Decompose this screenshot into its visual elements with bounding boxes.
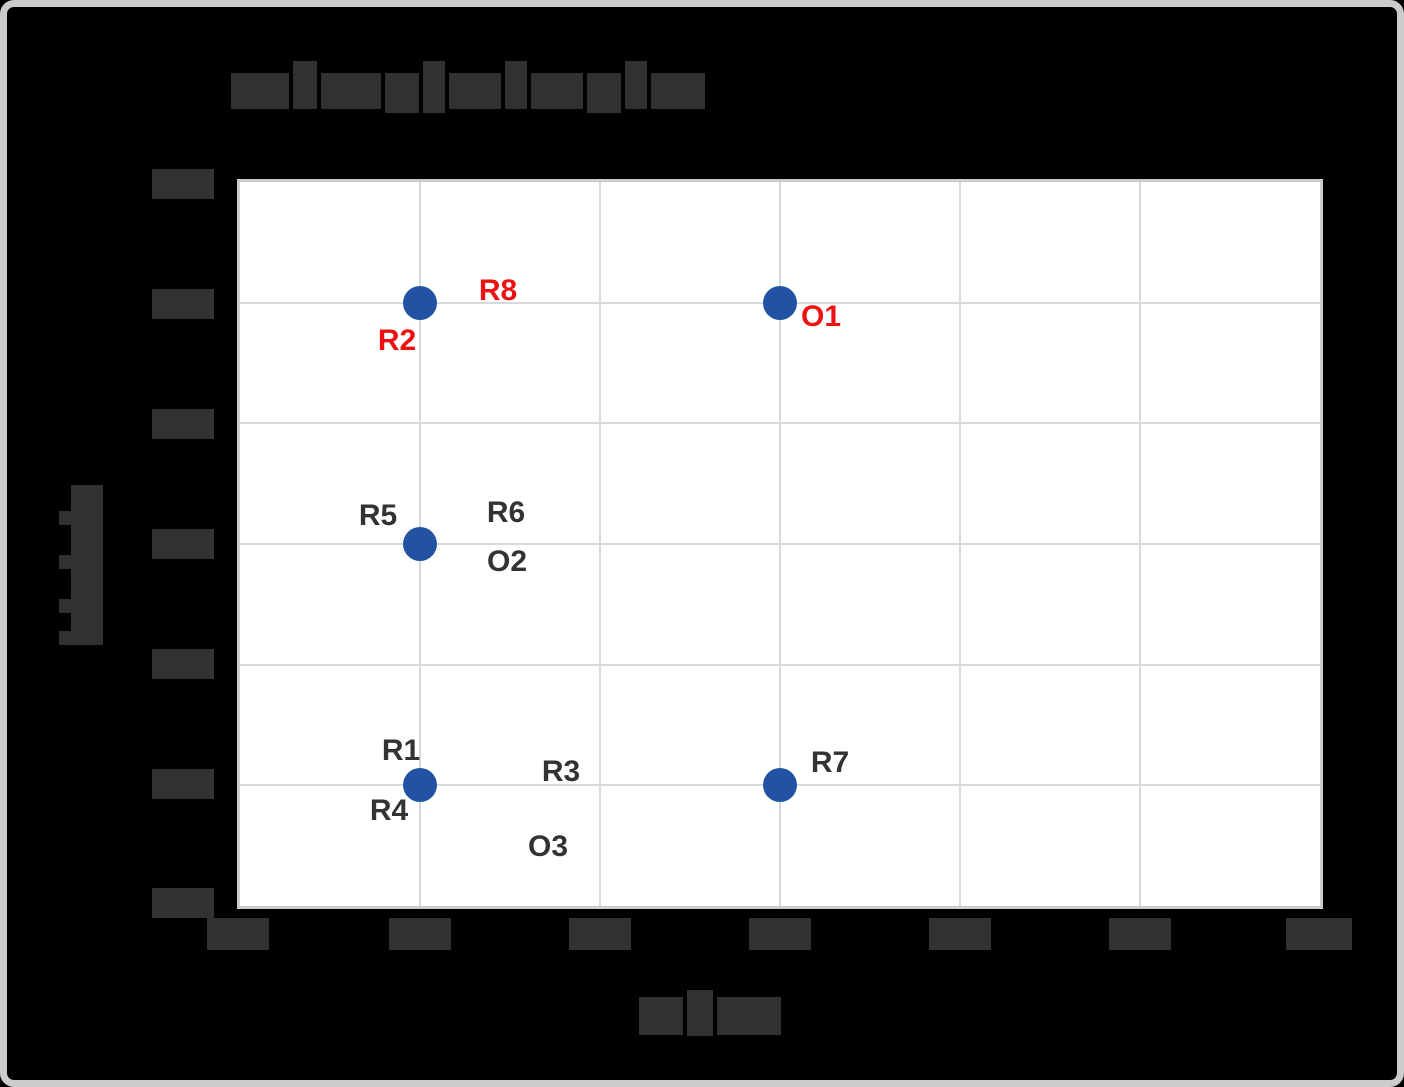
redacted-title-block [423,61,445,113]
data-point-dot [763,768,797,803]
redacted-title-block [231,73,289,109]
redacted-y-tick-label [152,409,214,439]
redacted-y-tick-label [152,529,214,559]
redacted-y-tick-label [152,769,214,799]
data-point-dot [403,527,437,561]
redacted-y-axis-title-block [59,631,73,645]
point-label: O3 [527,830,569,863]
redacted-y-tick-label [152,169,214,199]
point-label: R7 [810,746,850,779]
redacted-title-block [385,73,419,113]
redacted-y-tick-label [152,289,214,319]
redacted-x-tick-label [749,918,811,950]
data-point-dot [403,768,437,803]
horizontal-gridline [240,663,1320,666]
horizontal-gridline [240,543,1320,545]
redacted-title-block [651,73,705,109]
redacted-x-axis-title-block [687,990,713,1036]
redacted-x-tick-label [1109,918,1171,950]
redacted-title-block [449,73,501,109]
redacted-x-tick-label [389,918,451,950]
redacted-x-axis-title-block [639,997,683,1035]
point-label: R2 [377,324,417,357]
redacted-y-axis-title-block [59,555,73,569]
redacted-title-block [321,73,381,109]
point-label: R8 [478,274,518,307]
redacted-y-axis-title-block [71,485,103,645]
redacted-title-block [531,73,583,109]
point-label: R3 [541,755,581,788]
redacted-title-block [505,61,527,109]
redacted-title-block [625,61,647,109]
point-label: R5 [358,499,398,532]
redacted-title-block [293,61,317,109]
data-point-dot [403,285,437,320]
point-label: R6 [486,496,526,529]
point-label: R4 [369,794,409,827]
point-label: R1 [381,734,421,767]
redacted-x-tick-label [569,918,631,950]
data-point-dot [763,285,797,320]
redacted-y-axis-title-block [59,599,73,613]
point-label: O1 [800,300,842,333]
point-label: O2 [486,545,528,578]
redacted-y-axis-title-block [59,511,73,525]
redacted-y-tick-label [152,888,214,918]
redacted-title-block [587,73,621,113]
redacted-x-tick-label [1286,918,1352,950]
redacted-y-tick-label [152,649,214,679]
redacted-x-axis-title-block [717,997,781,1035]
plot-area [240,182,1320,906]
redacted-x-tick-label [929,918,991,950]
horizontal-gridline [240,422,1320,425]
redacted-x-tick-label [207,918,269,950]
